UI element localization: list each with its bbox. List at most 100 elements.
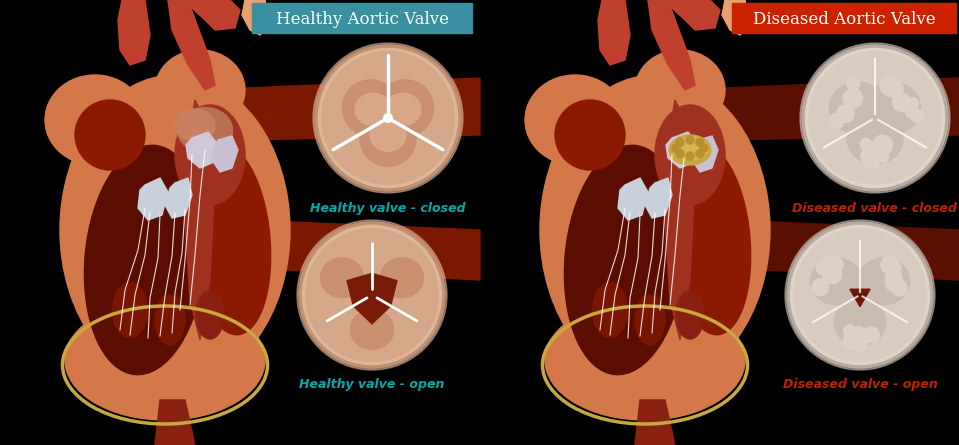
Circle shape <box>874 145 884 155</box>
Ellipse shape <box>45 75 145 165</box>
Circle shape <box>850 327 868 345</box>
Polygon shape <box>242 0 270 35</box>
Ellipse shape <box>669 135 711 165</box>
Ellipse shape <box>864 82 921 134</box>
Polygon shape <box>598 0 630 65</box>
Circle shape <box>877 151 889 162</box>
Ellipse shape <box>155 50 245 130</box>
Ellipse shape <box>669 146 751 335</box>
Ellipse shape <box>175 105 245 205</box>
Circle shape <box>889 278 899 289</box>
Circle shape <box>827 257 843 273</box>
Ellipse shape <box>847 112 903 164</box>
Circle shape <box>686 152 694 160</box>
Ellipse shape <box>378 80 433 136</box>
Circle shape <box>887 262 901 275</box>
Circle shape <box>845 329 863 347</box>
Ellipse shape <box>360 110 416 166</box>
Circle shape <box>384 113 392 122</box>
Polygon shape <box>118 0 150 65</box>
Ellipse shape <box>830 82 885 134</box>
Circle shape <box>820 256 838 275</box>
Circle shape <box>873 135 893 155</box>
Ellipse shape <box>320 258 363 298</box>
Circle shape <box>847 77 860 90</box>
Text: Healthy valve - closed: Healthy valve - closed <box>310 202 466 215</box>
Ellipse shape <box>196 291 224 339</box>
Circle shape <box>322 52 455 184</box>
Circle shape <box>803 46 947 190</box>
Circle shape <box>829 262 837 271</box>
Circle shape <box>906 98 919 109</box>
Ellipse shape <box>635 295 665 345</box>
Polygon shape <box>665 100 695 340</box>
Circle shape <box>785 220 935 370</box>
Ellipse shape <box>540 75 770 385</box>
Ellipse shape <box>175 109 215 141</box>
Circle shape <box>300 223 444 367</box>
Polygon shape <box>186 132 218 168</box>
Text: Healthy Aortic Valve: Healthy Aortic Valve <box>275 11 449 28</box>
Ellipse shape <box>810 258 862 305</box>
Circle shape <box>885 275 902 291</box>
Circle shape <box>676 138 684 146</box>
Circle shape <box>910 109 924 123</box>
Ellipse shape <box>60 75 290 385</box>
Polygon shape <box>668 0 720 30</box>
Circle shape <box>843 89 862 108</box>
Circle shape <box>696 138 704 146</box>
Circle shape <box>849 78 859 88</box>
Polygon shape <box>185 100 215 340</box>
Circle shape <box>844 325 855 337</box>
Circle shape <box>306 229 438 361</box>
Circle shape <box>836 105 854 122</box>
Circle shape <box>313 43 463 193</box>
Circle shape <box>823 266 841 284</box>
Ellipse shape <box>385 93 421 125</box>
Polygon shape <box>705 78 959 150</box>
Text: Diseased valve - closed: Diseased valve - closed <box>792 202 957 215</box>
Circle shape <box>686 136 694 144</box>
Ellipse shape <box>370 119 406 151</box>
Circle shape <box>885 80 903 97</box>
Circle shape <box>893 93 911 112</box>
Ellipse shape <box>545 300 745 420</box>
Circle shape <box>816 263 828 274</box>
Ellipse shape <box>676 291 704 339</box>
Circle shape <box>316 46 460 190</box>
Ellipse shape <box>155 295 185 345</box>
Polygon shape <box>705 210 959 280</box>
Polygon shape <box>692 136 718 172</box>
Ellipse shape <box>189 146 270 335</box>
Circle shape <box>672 144 680 152</box>
Circle shape <box>812 279 829 295</box>
Ellipse shape <box>177 108 232 153</box>
Ellipse shape <box>381 258 424 298</box>
Circle shape <box>860 138 872 150</box>
Circle shape <box>829 113 844 128</box>
Polygon shape <box>138 178 168 220</box>
Circle shape <box>880 76 900 95</box>
Ellipse shape <box>355 93 391 125</box>
Polygon shape <box>225 210 480 280</box>
Polygon shape <box>212 136 238 172</box>
Polygon shape <box>618 178 648 220</box>
Circle shape <box>905 106 916 117</box>
Ellipse shape <box>565 146 686 375</box>
Circle shape <box>845 98 854 108</box>
Circle shape <box>823 270 832 279</box>
Circle shape <box>800 43 950 193</box>
Circle shape <box>854 337 867 351</box>
Circle shape <box>843 332 860 349</box>
Polygon shape <box>722 0 750 35</box>
Circle shape <box>696 150 704 158</box>
Ellipse shape <box>525 75 625 165</box>
Circle shape <box>808 52 941 184</box>
Polygon shape <box>645 178 672 218</box>
Ellipse shape <box>555 100 625 170</box>
Ellipse shape <box>834 299 886 346</box>
Polygon shape <box>165 178 192 218</box>
Polygon shape <box>635 400 675 445</box>
Ellipse shape <box>84 146 205 375</box>
Ellipse shape <box>350 310 393 349</box>
